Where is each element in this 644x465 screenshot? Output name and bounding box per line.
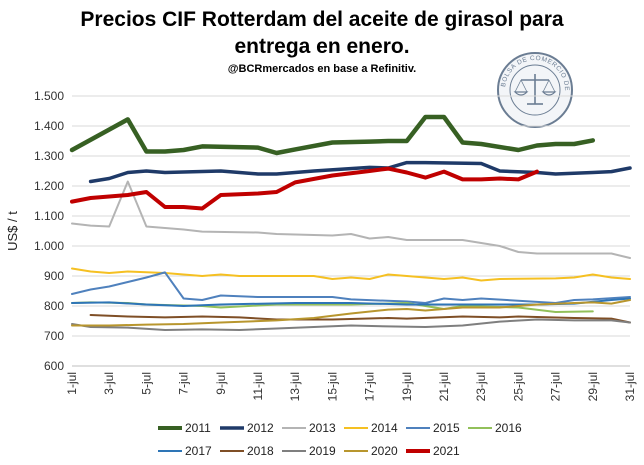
series-line-2014	[71, 267, 631, 282]
y-tick-label: 900	[44, 269, 64, 283]
legend-label: 2014	[371, 421, 398, 435]
series-line-2011	[69, 114, 596, 156]
legend-label: 2018	[247, 444, 274, 458]
legend-item-2021: 2021	[406, 444, 460, 458]
legend-label: 2017	[185, 444, 212, 458]
x-tick-label: 23-jul	[474, 372, 488, 401]
x-tick-label: 13-jul	[288, 372, 302, 401]
series-line-2013	[71, 180, 631, 259]
chart-title-line1: Precios CIF Rotterdam del aceite de gira…	[80, 8, 564, 31]
x-tick-label: 11-jul	[251, 372, 265, 400]
y-tick-label: 1.500	[34, 89, 64, 103]
legend-label: 2021	[433, 444, 460, 458]
legend-item-2016: 2016	[468, 421, 522, 435]
legend-item-2018: 2018	[220, 444, 274, 458]
series-line-2020	[71, 299, 631, 327]
y-tick-label: 1.200	[34, 179, 64, 193]
legend-item-2020: 2020	[344, 444, 398, 458]
y-tick-label: 600	[44, 359, 64, 373]
x-tick-label: 3-jul	[102, 372, 116, 395]
y-tick-label: 1.000	[34, 239, 64, 253]
legend-item-2011: 2011	[158, 421, 211, 435]
legend-label: 2011	[185, 421, 211, 435]
y-tick-label: 800	[44, 299, 64, 313]
x-tick-label: 17-jul	[363, 372, 377, 401]
series-line-2018	[89, 314, 631, 324]
series-line-2012	[88, 160, 632, 184]
bolsa-comercio-seal-logo: BOLSA DE COMERCIO DE ROSARIO	[0, 0, 573, 128]
legend-item-2017: 2017	[158, 444, 212, 458]
legend-label: 2020	[371, 444, 398, 458]
y-axis: 600 700 800 900 1.000 1.100 1.200 1.300 1.400 1.5…	[5, 89, 64, 373]
seal-text: BOLSA DE COMERCIO DE ROSARIO	[0, 0, 570, 91]
series-line-2019	[71, 318, 631, 331]
legend-item-2019: 2019	[282, 444, 336, 458]
x-tick-label: 15-jul	[325, 372, 339, 401]
x-axis: 1-jul 3-jul 5-jul 7-jul 9-jul 11-jul 13-jul 15-…	[65, 365, 637, 401]
series-line-2021	[70, 166, 539, 211]
legend-label: 2013	[309, 421, 336, 435]
x-tick-label: 7-jul	[177, 372, 191, 395]
legend-item-2014: 2014	[344, 421, 398, 435]
y-tick-label: 1.100	[34, 209, 64, 223]
legend: 2011 2012 2013 2014 2015 2016 2017 2018 2019 2020…	[158, 421, 522, 458]
y-tick-label: 1.300	[34, 149, 64, 163]
x-tick-label: 9-jul	[214, 372, 228, 395]
series-lines	[69, 114, 632, 331]
y-axis-label: US$ / t	[5, 211, 20, 251]
legend-label: 2015	[433, 421, 460, 435]
legend-label: 2012	[247, 421, 274, 435]
chart-subtitle: @BCRmercados en base a Refinitiv.	[227, 63, 417, 75]
legend-item-2015: 2015	[406, 421, 460, 435]
x-tick-label: 21-jul	[437, 372, 451, 401]
x-tick-label: 27-jul	[549, 372, 563, 401]
x-tick-label: 19-jul	[400, 372, 414, 401]
x-tick-label: 1-jul	[65, 372, 79, 395]
legend-label: 2019	[309, 444, 336, 458]
series-line-2015	[71, 271, 631, 304]
legend-item-2013: 2013	[282, 421, 336, 435]
x-tick-label: 25-jul	[511, 372, 525, 401]
y-tick-label: 700	[44, 329, 64, 343]
chart-title-line2: entrega en enero.	[234, 35, 410, 58]
x-tick-label: 31-jul	[623, 372, 637, 401]
legend-item-2012: 2012	[220, 421, 274, 435]
x-tick-label: 5-jul	[139, 372, 153, 395]
legend-label: 2016	[495, 421, 522, 435]
y-tick-label: 1.400	[34, 119, 64, 133]
x-tick-label: 29-jul	[586, 372, 600, 401]
